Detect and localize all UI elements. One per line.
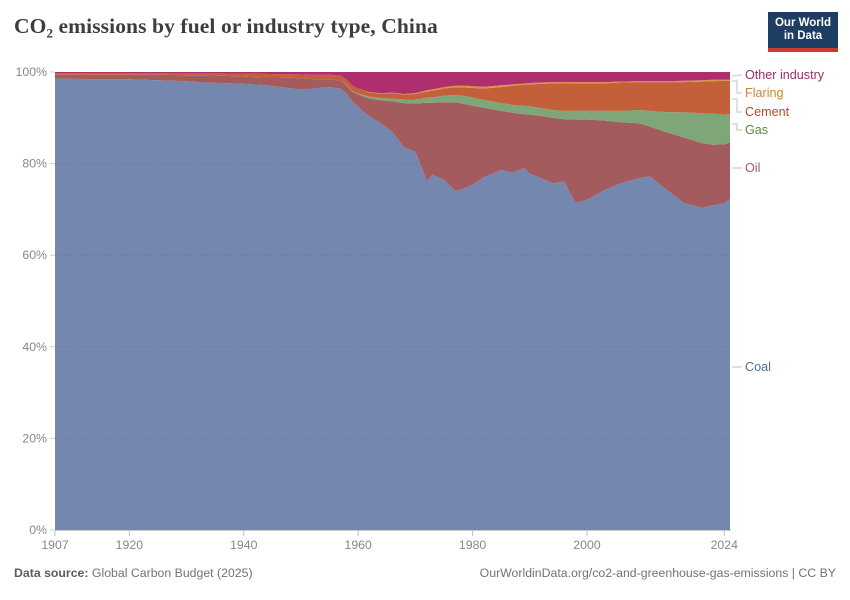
data-source-label: Data source:	[14, 566, 89, 580]
legend-connector-gas	[732, 123, 742, 131]
data-source-value: Global Carbon Budget (2025)	[88, 566, 253, 580]
y-tick-label-80: 80%	[22, 157, 47, 171]
legend-item-other-industry[interactable]: Other industry	[745, 68, 825, 82]
license-note[interactable]: OurWorldinData.org/co2-and-greenhouse-ga…	[479, 566, 836, 580]
legend-connector-cement	[732, 98, 742, 113]
x-tick-label-1980: 1980	[459, 538, 487, 552]
legend-item-oil[interactable]: Oil	[745, 161, 761, 175]
y-tick-label-20: 20%	[22, 431, 47, 445]
legend-connector-flaring	[732, 80, 742, 94]
legend-item-cement[interactable]: Cement	[745, 105, 790, 119]
chart-footer: Data source: Global Carbon Budget (2025)…	[14, 566, 836, 580]
owid-logo[interactable]: Our World in Data	[768, 12, 838, 52]
x-tick-label-2024: 2024	[711, 538, 739, 552]
y-tick-label-40: 40%	[22, 340, 47, 354]
y-tick-label-60: 60%	[22, 248, 47, 262]
x-tick-label-1920: 1920	[116, 538, 144, 552]
legend-item-gas[interactable]: Gas	[745, 123, 769, 137]
x-tick-label-2000: 2000	[573, 538, 601, 552]
page-title: CO₂ emissions by fuel or industry type, …	[14, 14, 438, 38]
area-coal[interactable]	[55, 78, 730, 531]
data-source: Data source: Global Carbon Budget (2025)	[14, 566, 253, 580]
legend-item-flaring[interactable]: Flaring	[745, 86, 784, 100]
legend-item-coal[interactable]: Coal	[745, 360, 771, 374]
x-tick-label-1940: 1940	[230, 538, 258, 552]
area-oil[interactable]	[55, 74, 730, 208]
x-tick-label-1960: 1960	[344, 538, 372, 552]
area-cement[interactable]	[55, 73, 730, 115]
y-tick-label-100: 100%	[16, 65, 48, 79]
legend-connector-other_industry	[731, 74, 743, 77]
owid-logo-line1: Our World	[774, 17, 831, 29]
y-tick-label-0: 0%	[29, 523, 47, 537]
area-other_industry[interactable]	[55, 72, 730, 94]
owid-logo-line2: in Data	[783, 30, 823, 42]
x-tick-label-1907: 1907	[41, 538, 69, 552]
